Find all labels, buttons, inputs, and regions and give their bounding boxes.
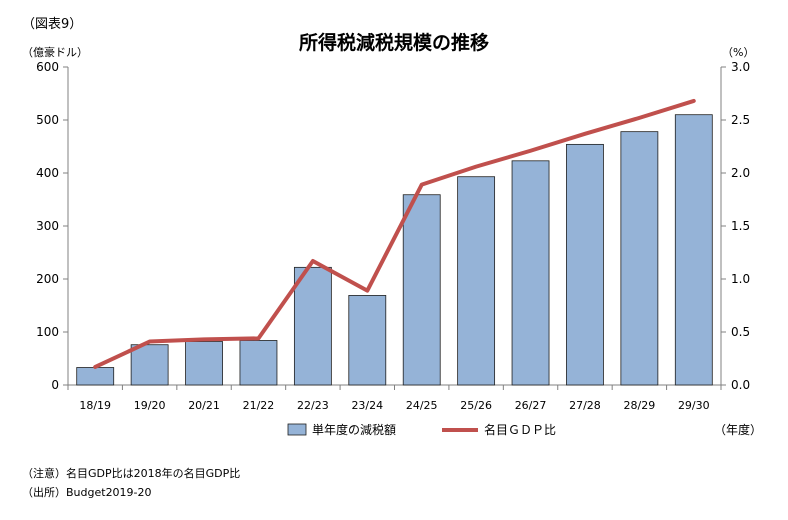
bar xyxy=(457,176,496,386)
left-tick-label: 200 xyxy=(36,272,59,286)
bar xyxy=(620,131,659,386)
bar xyxy=(185,341,223,386)
source-note: （出所）Budget2019-20 xyxy=(22,486,152,499)
right-tick-label: 2.0 xyxy=(731,166,750,180)
x-tick-label: 18/19 xyxy=(79,399,111,412)
left-tick-label: 100 xyxy=(36,325,59,339)
x-unit-label: （年度） xyxy=(714,422,762,437)
legend-bar-label: 単年度の減税額 xyxy=(312,422,396,437)
legend-line-label: 名目ＧＤＰ比 xyxy=(484,422,556,437)
x-tick-label: 20/21 xyxy=(188,399,220,412)
bar-series xyxy=(76,114,713,386)
bar xyxy=(130,344,169,386)
left-tick-label: 0 xyxy=(51,378,59,392)
bar xyxy=(566,143,604,386)
chart-title: 所得税減税規模の推移 xyxy=(298,32,489,54)
bar xyxy=(239,340,278,386)
x-tick-label: 22/23 xyxy=(297,399,329,412)
right-tick-label: 1.5 xyxy=(731,219,750,233)
legend-bar-swatch xyxy=(287,423,307,436)
x-tick-label: 29/30 xyxy=(678,399,710,412)
line-series xyxy=(93,98,696,369)
x-tick-label: 23/24 xyxy=(351,399,383,412)
legend: 単年度の減税額 名目ＧＤＰ比 （年度） xyxy=(287,422,762,437)
left-axis-unit: （億豪ドル） xyxy=(22,46,88,59)
right-axis-unit: （%） xyxy=(722,46,755,59)
x-tick-label: 26/27 xyxy=(515,399,547,412)
right-tick-label: 2.5 xyxy=(731,113,750,127)
bar xyxy=(674,114,713,386)
bar xyxy=(402,194,441,386)
right-tick-label: 3.0 xyxy=(731,60,750,74)
x-tick-label: 27/28 xyxy=(569,399,601,412)
footnote: （注意）名目GDP比は2018年の名目GDP比 xyxy=(22,467,241,480)
x-tick-label: 25/26 xyxy=(460,399,492,412)
right-tick-label: 0.0 xyxy=(731,378,750,392)
bar xyxy=(348,295,387,386)
left-tick-label: 600 xyxy=(36,60,59,74)
bar xyxy=(511,160,550,386)
left-tick-label: 500 xyxy=(36,113,59,127)
x-tick-label: 24/25 xyxy=(406,399,438,412)
bar xyxy=(76,367,115,386)
bar xyxy=(293,266,332,386)
left-tick-label: 400 xyxy=(36,166,59,180)
x-tick-label: 19/20 xyxy=(134,399,166,412)
gdp-ratio-line xyxy=(93,98,696,369)
right-tick-label: 1.0 xyxy=(731,272,750,286)
right-tick-label: 0.5 xyxy=(731,325,750,339)
left-tick-label: 300 xyxy=(36,219,59,233)
figure-label: （図表9） xyxy=(22,17,83,32)
axes xyxy=(63,66,726,390)
x-tick-label: 21/22 xyxy=(243,399,275,412)
tick-labels: 0 100 200 300 400 500 600 0.0 0.5 1.0 1.5 2.0 2.5 3.0… xyxy=(36,60,750,412)
x-tick-label: 28/29 xyxy=(624,399,656,412)
